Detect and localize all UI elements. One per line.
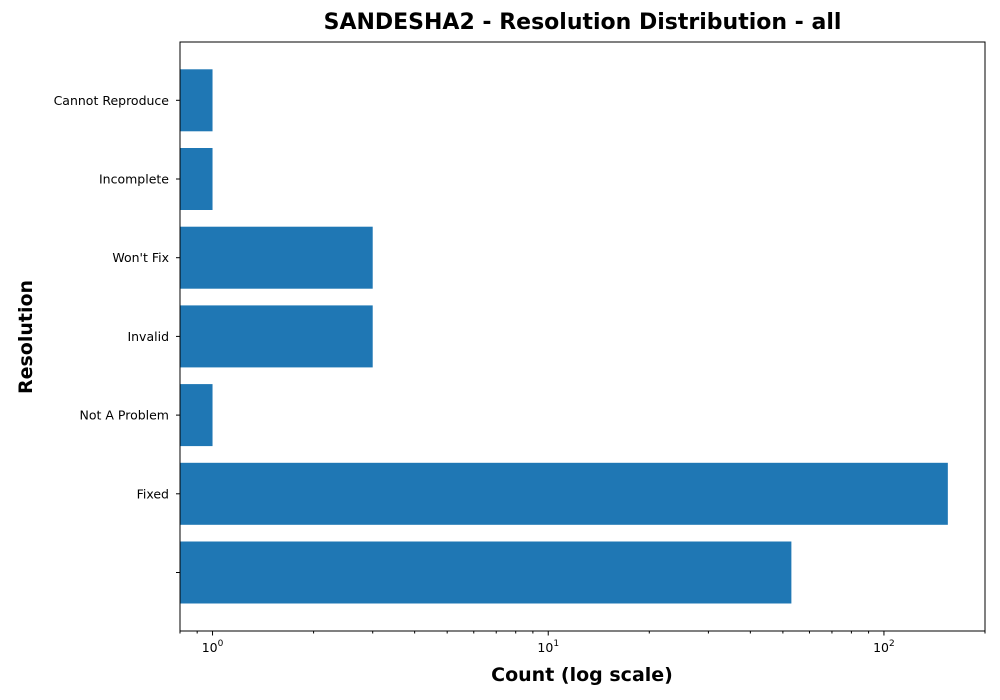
y-tick-label: Won't Fix	[112, 250, 169, 265]
x-axis-label: Count (log scale)	[491, 664, 673, 686]
y-tick-label: Not A Problem	[79, 408, 169, 423]
y-tick-label: Fixed	[137, 486, 169, 501]
y-tick-label: Invalid	[127, 329, 169, 344]
bar-4	[180, 226, 373, 289]
bar-6	[180, 69, 213, 132]
y-tick-label: Incomplete	[99, 172, 169, 187]
x-tick-label: 100	[202, 639, 224, 655]
x-axis-ticks: 100 101 102	[179, 631, 986, 655]
bar-2	[180, 384, 213, 447]
x-tick-label: 102	[873, 639, 895, 655]
y-axis-label: Resolution	[15, 280, 37, 394]
chart-title: SANDESHA2 - Resolution Distribution - al…	[323, 10, 842, 35]
bar-5	[180, 148, 213, 210]
bars-group	[180, 69, 948, 604]
y-axis-ticks: Fixed Not A Problem Invalid Won't Fix Incomp…	[54, 93, 180, 573]
bar-3	[180, 305, 373, 368]
bar-0	[180, 541, 792, 604]
x-tick-label: 101	[537, 639, 559, 655]
bar-1	[180, 462, 948, 525]
y-tick-label: Cannot Reproduce	[54, 93, 170, 108]
